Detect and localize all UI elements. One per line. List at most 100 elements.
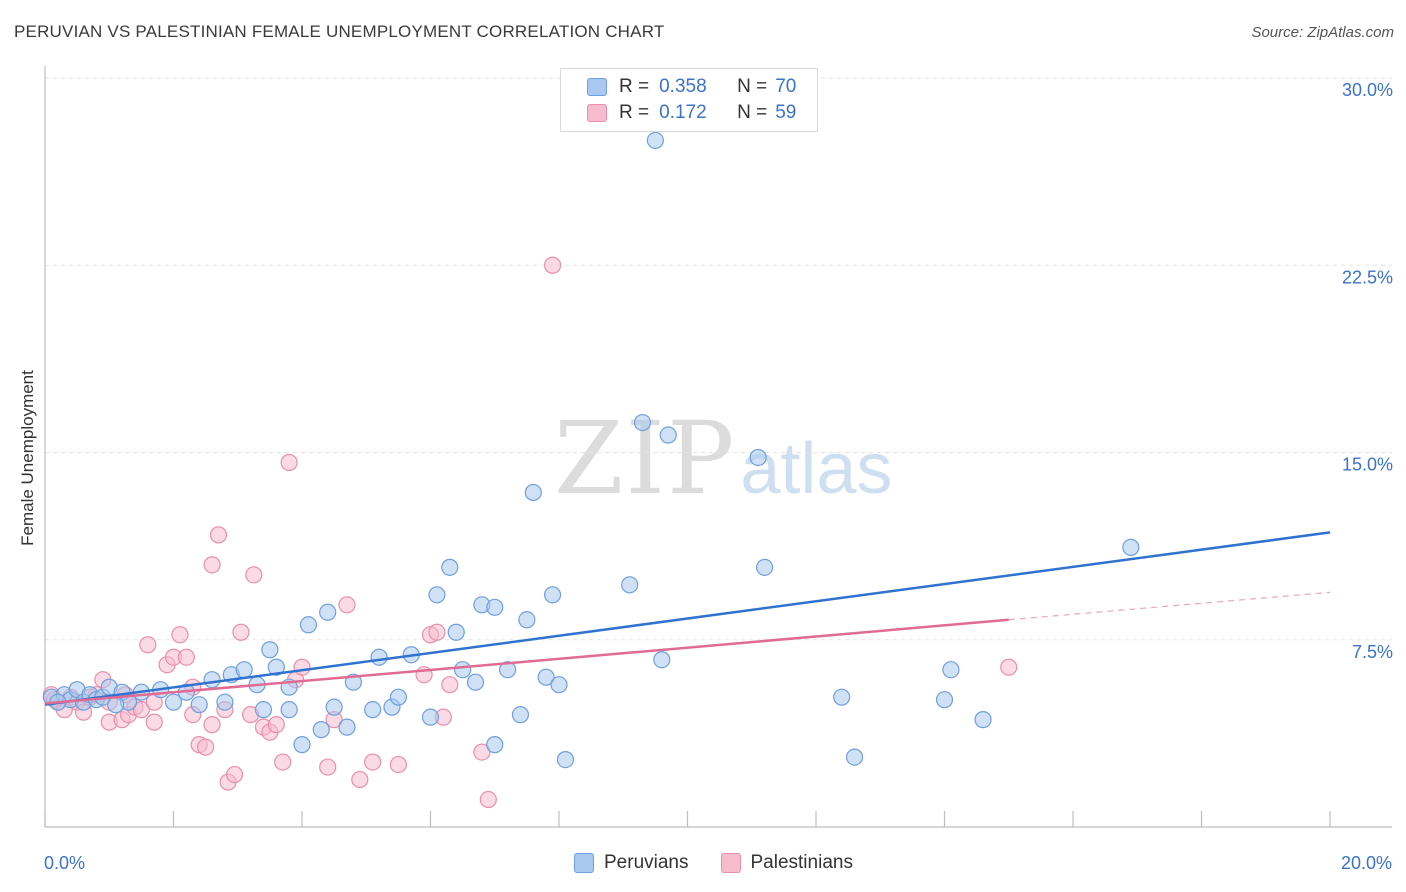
peruvians-point [621,576,639,594]
palestinians-point [203,556,221,574]
palestinians-point [145,713,163,731]
palestinians-point [441,676,459,694]
peruvians-point [518,611,536,629]
chart-title: PERUVIAN VS PALESTINIAN FEMALE UNEMPLOYM… [14,22,665,41]
r-label: R = [619,102,650,123]
peruvians-point [107,696,125,714]
peruvians-point [389,688,407,706]
palestinians-point [245,566,263,584]
legend-label-palestinians: Palestinians [750,852,853,873]
palestinians-point [171,626,189,644]
palestinians-point [293,658,311,676]
palestinians-point [132,701,150,719]
palestinians-point [479,790,497,809]
peruvians-point [280,701,298,719]
trend-layer [44,531,1331,706]
palestinians-trend-line [44,618,1009,705]
palestinians-point [274,753,292,771]
peruvians-point [454,661,472,679]
correlation-legend: R = 0.358 N = 70 R = 0.172 N = 59 [560,68,818,132]
peruvians-point [833,688,851,706]
peruvians-swatch [587,78,607,96]
peruvians-point [1122,538,1140,556]
y-tick-label: 30.0% [1342,80,1393,100]
palestinians-point [338,596,356,614]
peruvians-point [319,603,337,621]
y-tick-label: 22.5% [1342,267,1393,287]
peruvians-point [633,413,652,432]
palestinians-points [42,256,1018,809]
peruvians-point [299,616,318,634]
peruvians-point [235,661,253,679]
y-tick-label: 7.5% [1352,642,1393,662]
peruvians-point [486,736,504,754]
palestinians-point [225,765,244,784]
peruvians-point [537,668,555,686]
grid-layer [45,77,1392,641]
palestinians-point [473,743,491,761]
peruvians-point [267,658,285,676]
peruvians-point [293,736,311,754]
peruvians-point [441,558,459,576]
x-tick-label: 20.0% [1341,853,1392,873]
peruvians-point [370,648,388,666]
palestinians-point [389,755,407,774]
n-label: N = [737,76,768,97]
legend-item-peruvians[interactable]: Peruvians [574,852,689,874]
peruvians-point [653,651,671,669]
peruvians-point [216,693,234,711]
legend-item-palestinians[interactable]: Palestinians [720,852,853,874]
peruvians-point [486,598,504,616]
r-value: 0.358 [659,76,707,97]
peruvians-point [254,701,273,719]
palestinians-point [319,758,337,776]
palestinians-point [351,770,369,789]
peruvians-point [646,131,664,150]
peruvians-point [312,721,330,739]
peruvians-swatch [574,853,594,873]
peruvians-point [543,586,562,604]
r-value: 0.172 [659,102,707,123]
peruvians-point [421,708,440,726]
palestinians-point [1000,658,1018,676]
palestinians-point [203,716,221,734]
peruvians-point [659,426,677,444]
n-label: N = [737,102,768,123]
tick-label-layer: 7.5% 15.0% 22.5% 30.0% 0.0% 20.0% [44,80,1393,873]
palestinians-point [364,753,382,771]
peruvians-trend-line [44,531,1331,706]
legend-row-palestinians: R = 0.172 N = 59 [587,101,796,125]
palestinians-point [209,526,228,544]
palestinians-point [139,636,157,654]
palestinians-swatch [720,853,741,873]
peruvians-point [755,558,774,576]
source-label: Source: ZipAtlas.com [1251,24,1394,41]
peruvians-point [524,483,542,502]
palestinians-point [267,716,285,734]
palestinians-point [428,623,446,641]
legend-label-peruvians: Peruvians [604,852,689,873]
peruvians-point [428,586,446,604]
peruvians-point [935,691,954,709]
peruvians-point [190,696,208,714]
palestinians-point [543,256,562,274]
peruvians-point [164,693,183,711]
x-tick-label: 0.0% [44,853,85,873]
peruvians-point [338,718,356,736]
peruvians-point [749,448,767,467]
palestinians-trend-extension [1008,591,1331,621]
peruvians-point [511,706,530,724]
r-label: R = [619,76,650,97]
peruvians-points [42,131,1140,769]
peruvians-point [466,673,485,691]
peruvians-point [325,698,343,716]
palestinians-point [197,738,215,756]
peruvians-point [550,676,568,694]
n-value: 59 [775,102,797,123]
peruvians-point [845,748,864,766]
peruvians-point [974,711,992,729]
peruvians-point [942,661,960,679]
peruvians-point [203,671,221,689]
peruvians-point [556,750,575,769]
